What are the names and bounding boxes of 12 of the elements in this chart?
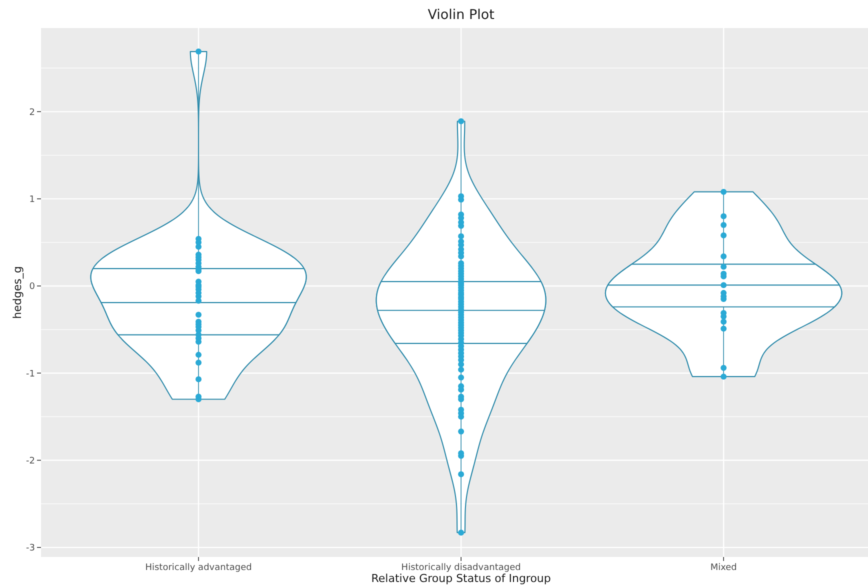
y-tick-label: 0 bbox=[29, 282, 36, 292]
chart-title: Violin Plot bbox=[428, 7, 494, 23]
y-tick-label: -1 bbox=[26, 369, 35, 380]
y-tick-label: 1 bbox=[29, 194, 35, 205]
y-tick-label: -2 bbox=[26, 456, 35, 466]
x-tick-label: Historically disadvantaged bbox=[401, 563, 521, 573]
x-tick-label: Historically advantaged bbox=[145, 563, 252, 573]
y-tick-label: -3 bbox=[26, 544, 35, 554]
x-axis-title: Relative Group Status of Ingroup bbox=[371, 572, 551, 585]
y-tick-label: 2 bbox=[29, 108, 35, 118]
x-tick-label: Mixed bbox=[710, 563, 737, 573]
y-axis-title: hedges_g bbox=[11, 266, 24, 319]
